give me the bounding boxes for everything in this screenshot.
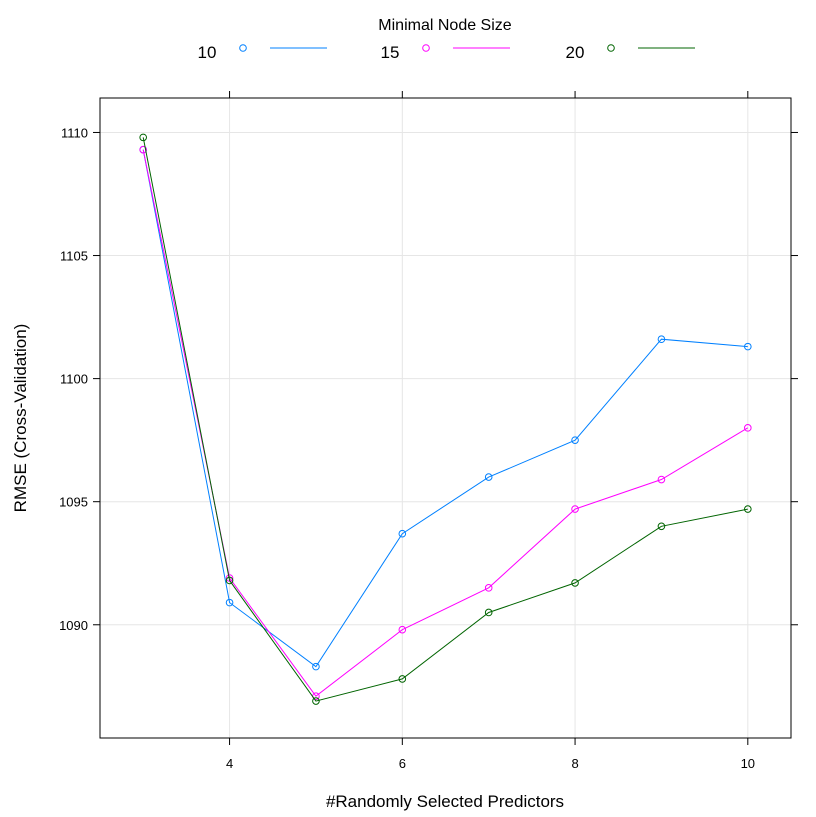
data-point bbox=[744, 505, 752, 513]
y-axis-title: RMSE (Cross-Validation) bbox=[11, 324, 30, 513]
legend: 10 15 20 bbox=[198, 43, 695, 62]
y-tick-label: 1090 bbox=[59, 618, 88, 633]
series-10 bbox=[139, 145, 752, 671]
legend-item-10: 10 bbox=[198, 43, 327, 62]
legend-label: 20 bbox=[566, 43, 585, 62]
x-tick-label: 10 bbox=[741, 756, 755, 771]
legend-title: Minimal Node Size bbox=[378, 17, 511, 34]
x-tick-label: 6 bbox=[399, 756, 406, 771]
series-line bbox=[142, 149, 749, 697]
series-layer bbox=[139, 133, 752, 705]
x-tick-label: 4 bbox=[226, 756, 233, 771]
data-point bbox=[657, 522, 666, 531]
y-tick-label: 1095 bbox=[59, 495, 88, 510]
data-point bbox=[225, 598, 234, 607]
series-20 bbox=[139, 133, 752, 705]
legend-marker bbox=[239, 44, 247, 52]
legend-marker bbox=[607, 44, 615, 52]
data-point bbox=[139, 145, 147, 154]
x-axis-title: #Randomly Selected Predictors bbox=[326, 792, 564, 811]
series-line bbox=[142, 137, 748, 702]
data-point bbox=[398, 625, 407, 634]
data-point bbox=[398, 529, 407, 538]
series-line bbox=[142, 149, 748, 668]
y-tick-label: 1105 bbox=[60, 249, 88, 264]
legend-item-20: 20 bbox=[566, 43, 695, 62]
data-point bbox=[484, 584, 493, 592]
grid bbox=[100, 98, 791, 738]
data-point bbox=[571, 505, 579, 513]
series-15 bbox=[139, 145, 752, 700]
data-point bbox=[744, 342, 752, 351]
axis-ticks: 4 6 8 10 1090 1095 1100 1105 1110 bbox=[59, 91, 798, 771]
legend-marker bbox=[422, 44, 430, 52]
legend-label: 15 bbox=[381, 43, 400, 62]
data-point bbox=[484, 608, 493, 617]
y-tick-label: 1100 bbox=[60, 372, 88, 387]
data-point bbox=[571, 579, 579, 587]
data-point bbox=[225, 576, 234, 585]
data-point bbox=[312, 662, 320, 671]
data-point bbox=[139, 133, 147, 142]
data-point bbox=[484, 473, 493, 481]
data-point bbox=[657, 335, 666, 344]
plot-panel bbox=[99, 97, 792, 739]
legend-item-15: 15 bbox=[381, 43, 510, 62]
data-point bbox=[398, 675, 407, 683]
data-point bbox=[312, 697, 320, 705]
y-tick-label: 1110 bbox=[61, 125, 88, 140]
data-point bbox=[657, 475, 666, 484]
x-tick-label: 8 bbox=[571, 756, 578, 771]
legend-label: 10 bbox=[198, 43, 217, 62]
data-point bbox=[744, 424, 752, 432]
data-point bbox=[571, 436, 579, 444]
